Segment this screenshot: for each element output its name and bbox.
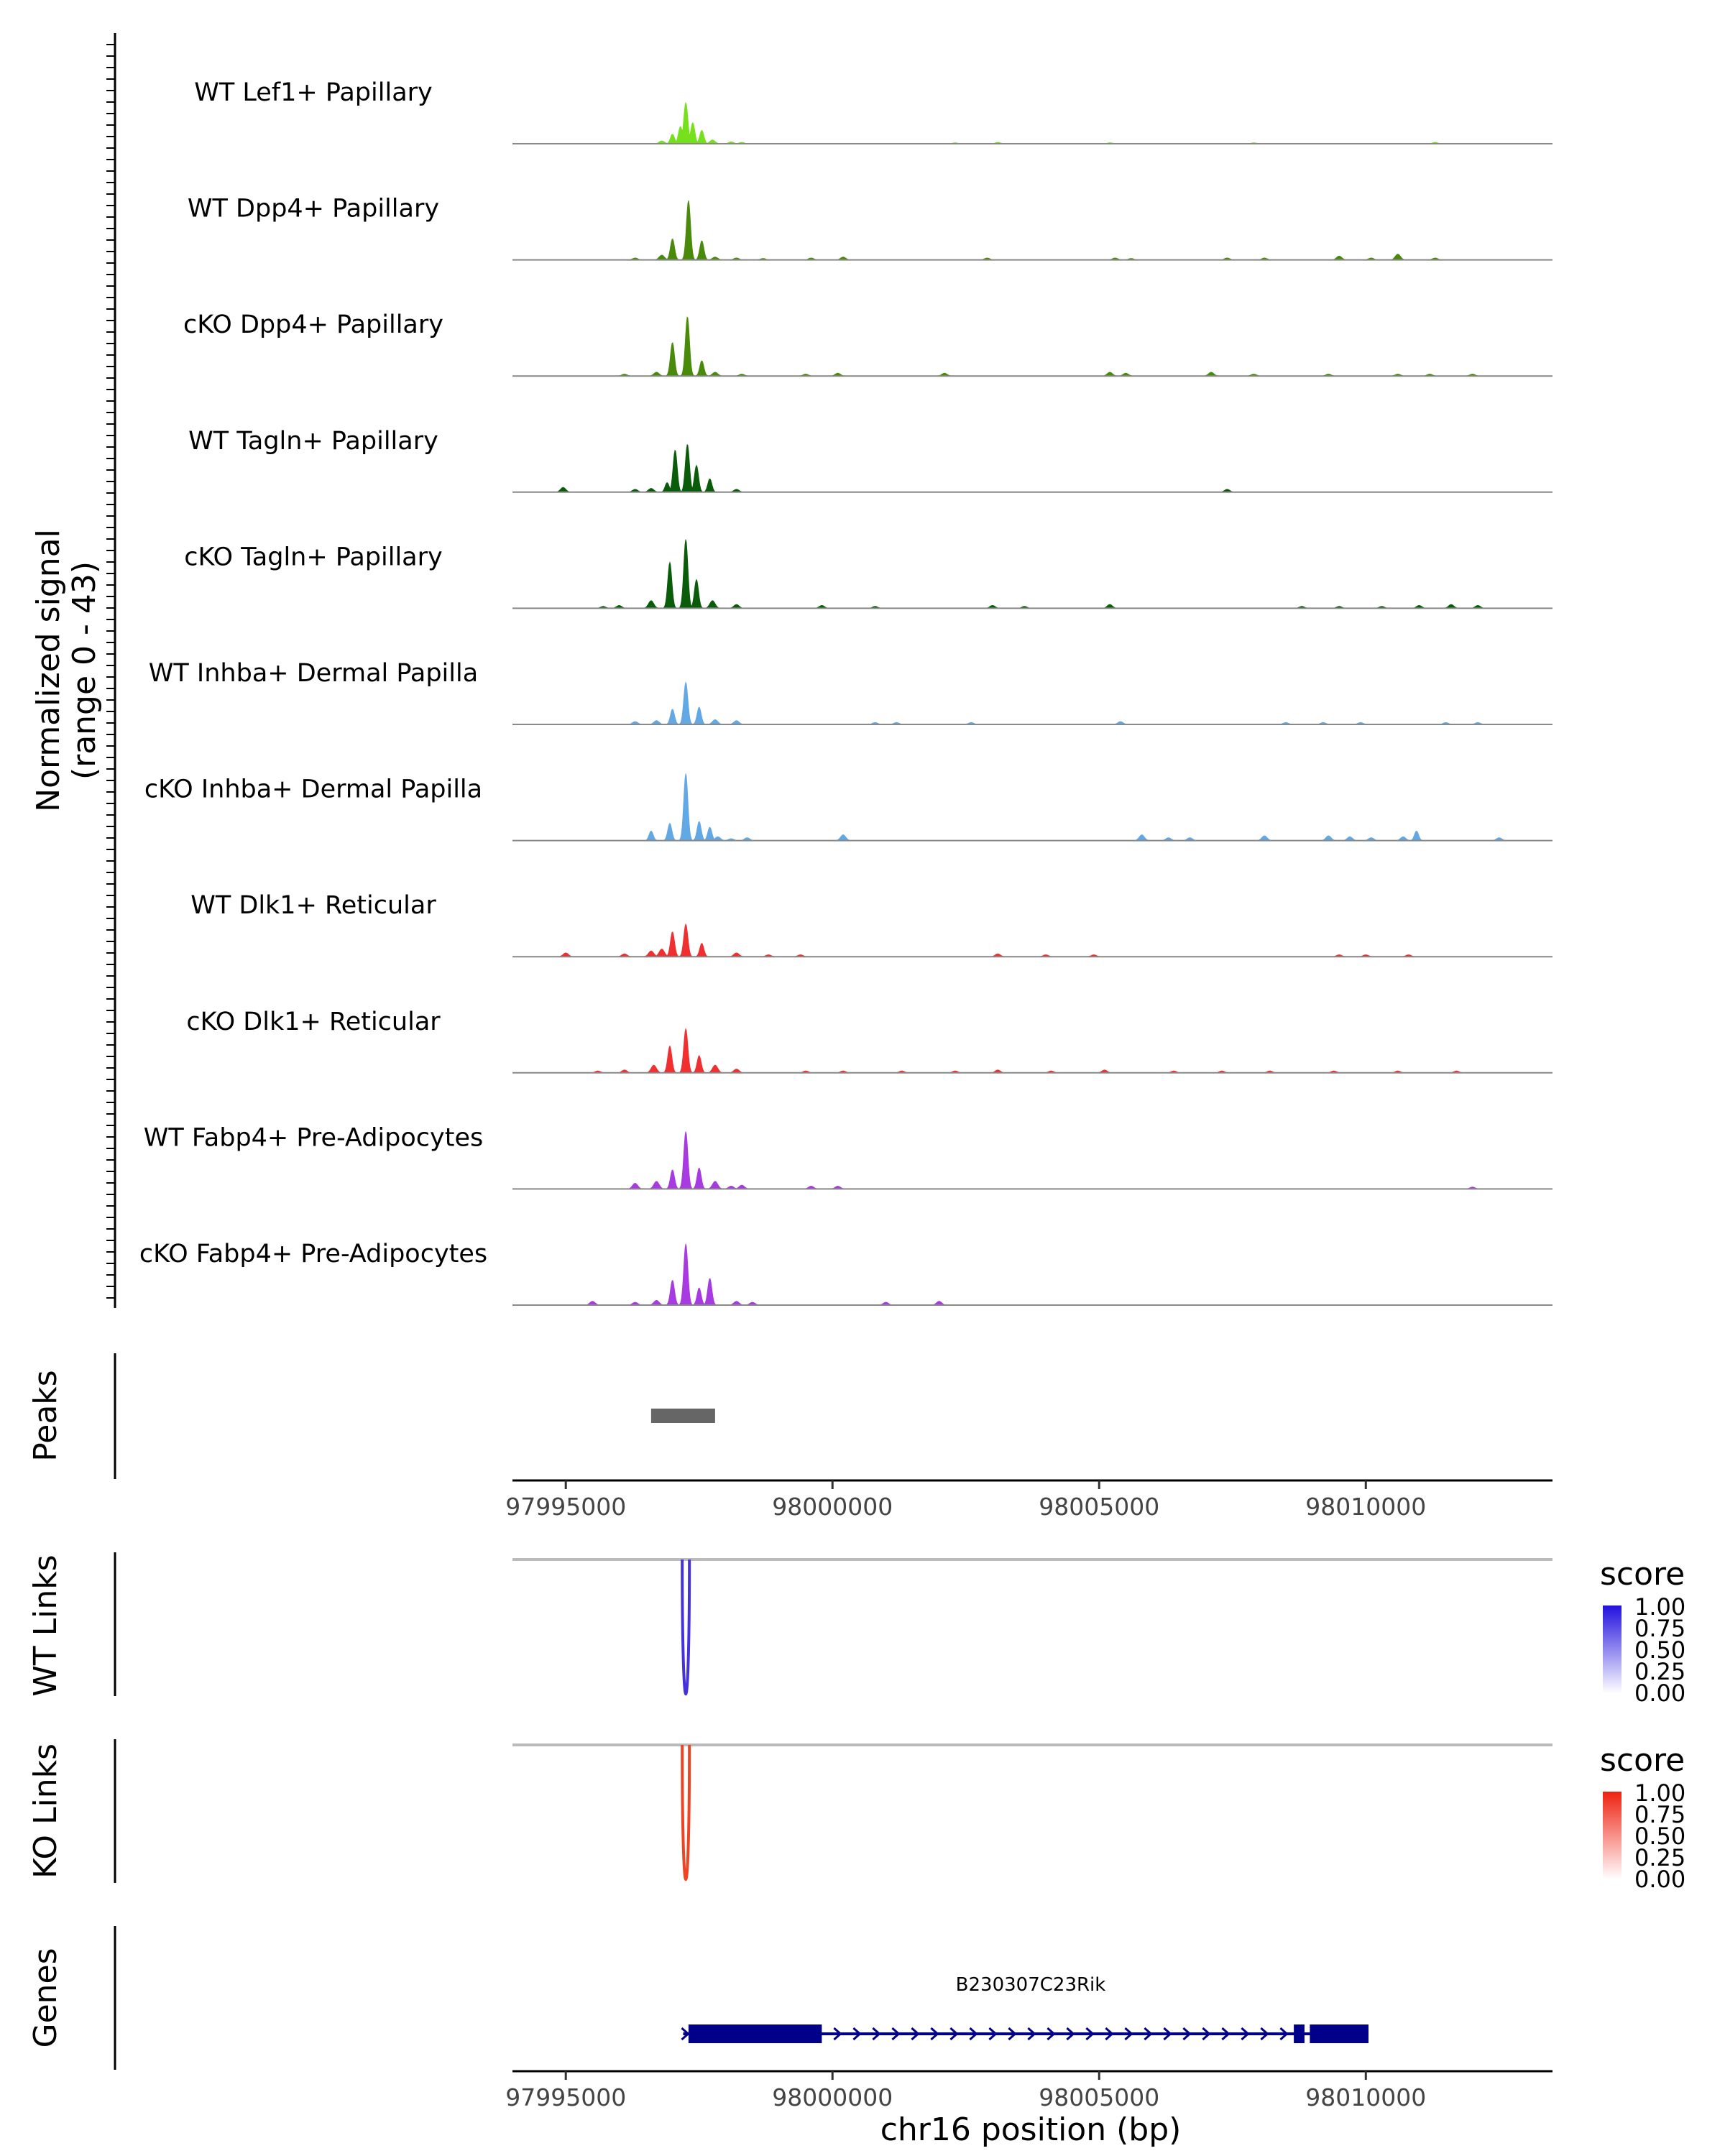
wt-link-arc [681, 1559, 691, 1695]
track-label: cKO Inhba+ Dermal Papilla [144, 775, 482, 804]
coverage-track: WT Fabp4+ Pre-Adipocytes [144, 1123, 1552, 1190]
peaks-panel: Peaks 97995000 98000000 98005000 98010000 [27, 1353, 1552, 1521]
genes-label: Genes [27, 1948, 64, 2047]
signal-y-ticks [106, 44, 115, 1299]
peaks-label: Peaks [27, 1370, 64, 1461]
wt-legend-tick: 0.00 [1634, 1680, 1685, 1707]
x-axis-title: chr16 position (bp) [880, 2111, 1182, 2148]
strand-arrow [872, 2027, 881, 2041]
coverage-track: cKO Dpp4+ Papillary [183, 310, 1552, 377]
peak-region [650, 1409, 715, 1423]
gene-model [681, 2024, 1368, 2043]
ko-legend-title: score [1600, 1742, 1685, 1779]
track-label: WT Dpp4+ Papillary [188, 195, 439, 224]
gene-exon [688, 2024, 822, 2043]
gene-exon [1310, 2024, 1368, 2043]
wt-legend-title: score [1600, 1556, 1685, 1593]
coverage-track: cKO Tagln+ Papillary [184, 539, 1552, 609]
gene-name-label: B230307C23Rik [956, 1974, 1106, 1996]
track-label: WT Dlk1+ Reticular [190, 891, 436, 920]
x-tick-label: 98000000 [772, 2083, 893, 2111]
ko-legend-tick: 0.50 [1634, 1823, 1685, 1850]
ko-link-arc [681, 1744, 691, 1881]
ko-legend-tick: 0.25 [1634, 1844, 1685, 1871]
track-label: cKO Tagln+ Papillary [184, 543, 443, 571]
track-label: cKO Dpp4+ Papillary [183, 310, 443, 339]
strand-arrow [988, 2027, 998, 2041]
x-tick-label: 98010000 [1305, 2083, 1426, 2111]
strand-arrow [891, 2027, 901, 2041]
strand-arrow [1182, 2027, 1192, 2041]
strand-arrow [1279, 2027, 1289, 2041]
wt-legend-tick: 0.75 [1634, 1615, 1685, 1642]
x-tick-label: 97995000 [505, 1493, 626, 1521]
strand-arrow [833, 2027, 842, 2041]
signal-ylabel-line2: (range 0 - 43) [66, 561, 103, 780]
ko-links-panel: KO Links score 1.00 0.75 0.50 0.25 0.00 [27, 1739, 1685, 1893]
ko-legend-tick: 0.00 [1634, 1866, 1685, 1893]
coverage-track: WT Dlk1+ Reticular [190, 891, 1552, 958]
strand-arrow [969, 2027, 978, 2041]
wt-legend-tick: 0.50 [1634, 1636, 1685, 1664]
coverage-track: cKO Fabp4+ Pre-Adipocytes [139, 1240, 1552, 1306]
wt-score-legend: score 1.00 0.75 0.50 0.25 0.00 [1600, 1556, 1685, 1707]
strand-arrow [930, 2027, 939, 2041]
x-tick-label: 98010000 [1305, 1493, 1426, 1521]
wt-links-panel: WT Links score 1.00 0.75 0.50 0.25 0.00 [27, 1552, 1685, 1707]
strand-arrow [911, 2027, 920, 2041]
track-label: WT Inhba+ Dermal Papilla [149, 659, 478, 688]
ko-links-label: KO Links [27, 1743, 64, 1879]
track-label: WT Tagln+ Papillary [188, 427, 438, 456]
signal-tracks: WT Lef1+ Papillary WT Dpp4+ Papillary cKO … [139, 78, 1552, 1306]
track-label: cKO Fabp4+ Pre-Adipocytes [139, 1240, 487, 1268]
ko-legend-tick: 1.00 [1634, 1779, 1685, 1807]
strand-arrow [1124, 2027, 1133, 2041]
strand-arrow [1241, 2027, 1250, 2041]
coverage-track: WT Lef1+ Papillary [194, 78, 1552, 144]
x-tick-label: 97995000 [505, 2083, 626, 2111]
strand-arrow [1105, 2027, 1114, 2041]
coverage-track: WT Tagln+ Papillary [188, 427, 1552, 493]
strand-arrow [1221, 2027, 1230, 2041]
x-tick-label: 98005000 [1039, 1493, 1159, 1521]
track-label: WT Fabp4+ Pre-Adipocytes [144, 1123, 483, 1152]
strand-arrow [1066, 2027, 1075, 2041]
strand-arrow [949, 2027, 959, 2041]
wt-legend-colorbar [1603, 1606, 1622, 1693]
coverage-track: WT Inhba+ Dermal Papilla [149, 659, 1552, 725]
signal-panel: Normalized signal (range 0 - 43) WT Lef1… [30, 33, 1552, 1308]
top-x-ticks: 97995000 98000000 98005000 98010000 [505, 1480, 1426, 1521]
strand-arrow [852, 2027, 862, 2041]
signal-ylabel-line1: Normalized signal [30, 529, 67, 812]
x-tick-label: 98000000 [772, 1493, 893, 1521]
x-tick-label: 98005000 [1039, 2083, 1159, 2111]
track-label: cKO Dlk1+ Reticular [186, 1008, 441, 1036]
ko-legend-tick: 0.75 [1634, 1801, 1685, 1828]
strand-arrow [1144, 2027, 1153, 2041]
coverage-track: cKO Dlk1+ Reticular [186, 1008, 1552, 1074]
wt-links-label: WT Links [27, 1554, 64, 1696]
genes-panel: Genes B230307C23Rik 97995000 98000000 9800… [27, 1926, 1552, 2148]
ko-score-legend: score 1.00 0.75 0.50 0.25 0.00 [1600, 1742, 1685, 1893]
wt-legend-tick: 1.00 [1634, 1593, 1685, 1621]
track-label: WT Lef1+ Papillary [194, 78, 433, 107]
wt-legend-tick: 0.25 [1634, 1658, 1685, 1685]
strand-arrow [1008, 2027, 1017, 2041]
coverage-track: cKO Inhba+ Dermal Papilla [144, 773, 1552, 842]
gene-exon [1294, 2024, 1305, 2043]
strand-arrow [1046, 2027, 1056, 2041]
strand-arrow [1085, 2027, 1095, 2041]
strand-arrow [1163, 2027, 1172, 2041]
strand-arrow [1260, 2027, 1269, 2041]
bottom-x-ticks: 97995000 98000000 98005000 98010000 [505, 2071, 1426, 2111]
ko-legend-colorbar [1603, 1792, 1622, 1879]
strand-arrow [681, 2027, 690, 2041]
strand-arrow [1027, 2027, 1036, 2041]
coverage-track: WT Dpp4+ Papillary [188, 195, 1552, 261]
strand-arrow [1202, 2027, 1211, 2041]
